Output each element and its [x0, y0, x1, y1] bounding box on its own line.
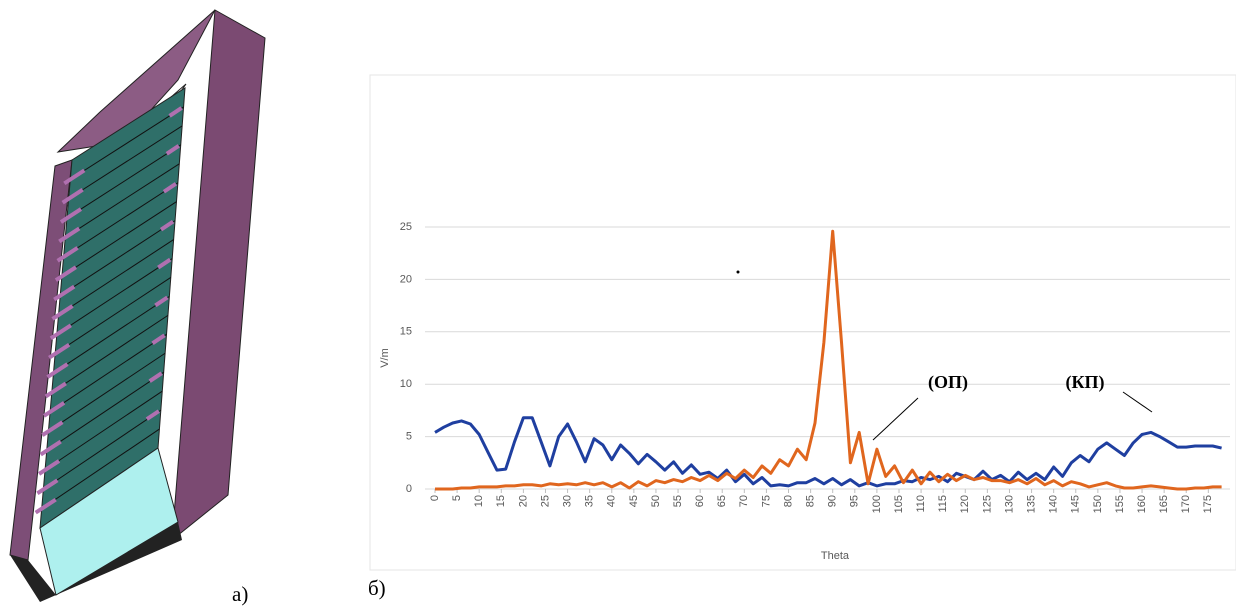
x-tick-label: 115 — [937, 495, 949, 513]
antenna-model — [10, 10, 265, 602]
x-tick-label: 120 — [959, 495, 971, 513]
x-tick-label: 35 — [584, 495, 596, 507]
x-tick-label: 80 — [782, 495, 794, 507]
x-tick-label: 10 — [473, 495, 485, 507]
y-tick-label: 0 — [406, 483, 412, 495]
x-tick-label: 65 — [716, 495, 728, 507]
y-tick-label: 10 — [400, 378, 412, 390]
series-line — [435, 418, 1222, 486]
inner-face — [40, 88, 185, 528]
x-tick-label: 40 — [606, 495, 618, 507]
side-face — [172, 10, 265, 540]
annotation-leader — [873, 398, 918, 440]
y-tick-label: 15 — [400, 326, 412, 338]
x-axis-title: Theta — [821, 550, 850, 562]
x-tick-label: 60 — [694, 495, 706, 507]
y-tick-label: 20 — [400, 273, 412, 285]
x-tick-label: 75 — [760, 495, 772, 507]
x-tick-label: 130 — [1003, 495, 1015, 513]
annotation: (ОП) — [928, 372, 968, 393]
x-tick-label: 105 — [893, 495, 905, 513]
x-tick-label: 25 — [539, 495, 551, 507]
panel-label: а) — [232, 582, 248, 606]
x-tick-label: 155 — [1114, 495, 1126, 513]
x-tick-label: 100 — [871, 495, 883, 513]
x-tick-label: 170 — [1180, 495, 1192, 513]
series-line — [435, 231, 1222, 489]
x-tick-label: 90 — [827, 495, 839, 507]
x-tick-label: 140 — [1048, 495, 1060, 513]
annotation: (КП) — [1065, 372, 1104, 393]
figure-svg: а) б) 0 5 10 15 20 25 0 5 10 15 20 25 30 35 40 45 50 55 60… — [0, 0, 1236, 610]
x-tick-label: 85 — [805, 495, 817, 507]
x-tick-label: 70 — [738, 495, 750, 507]
x-tick-label: 160 — [1136, 495, 1148, 513]
x-tick-label: 150 — [1092, 495, 1104, 513]
chart: 0 5 10 15 20 25 0 5 10 15 20 25 30 35 40 45 50 55 60 65 70 75… — [379, 221, 1230, 562]
panel-label: б) — [368, 576, 386, 600]
x-tick-label: 135 — [1025, 495, 1037, 513]
x-tick-label: 20 — [517, 495, 529, 507]
x-tick-label: 5 — [451, 495, 463, 501]
y-tick-label: 5 — [406, 431, 412, 443]
x-tick-label: 175 — [1202, 495, 1214, 513]
x-tick-label: 50 — [650, 495, 662, 507]
x-tick-label: 0 — [429, 495, 441, 501]
x-tick-label: 30 — [561, 495, 573, 507]
x-tick-label: 145 — [1070, 495, 1082, 513]
x-tick-label: 165 — [1158, 495, 1170, 513]
annotation-leader — [1123, 392, 1152, 412]
y-tick-label: 25 — [400, 221, 412, 233]
y-axis-title: V/m — [379, 348, 391, 368]
x-tick-label: 95 — [849, 495, 861, 507]
x-tick-label: 110 — [915, 495, 927, 513]
x-tick-label: 125 — [981, 495, 993, 513]
x-tick-label: 45 — [628, 495, 640, 507]
dot — [737, 271, 740, 274]
x-tick-label: 55 — [672, 495, 684, 507]
figure: а) б) 0 5 10 15 20 25 0 5 10 15 20 25 30 35 40 45 50 55 60… — [0, 0, 1236, 610]
x-tick-label: 15 — [495, 495, 507, 507]
